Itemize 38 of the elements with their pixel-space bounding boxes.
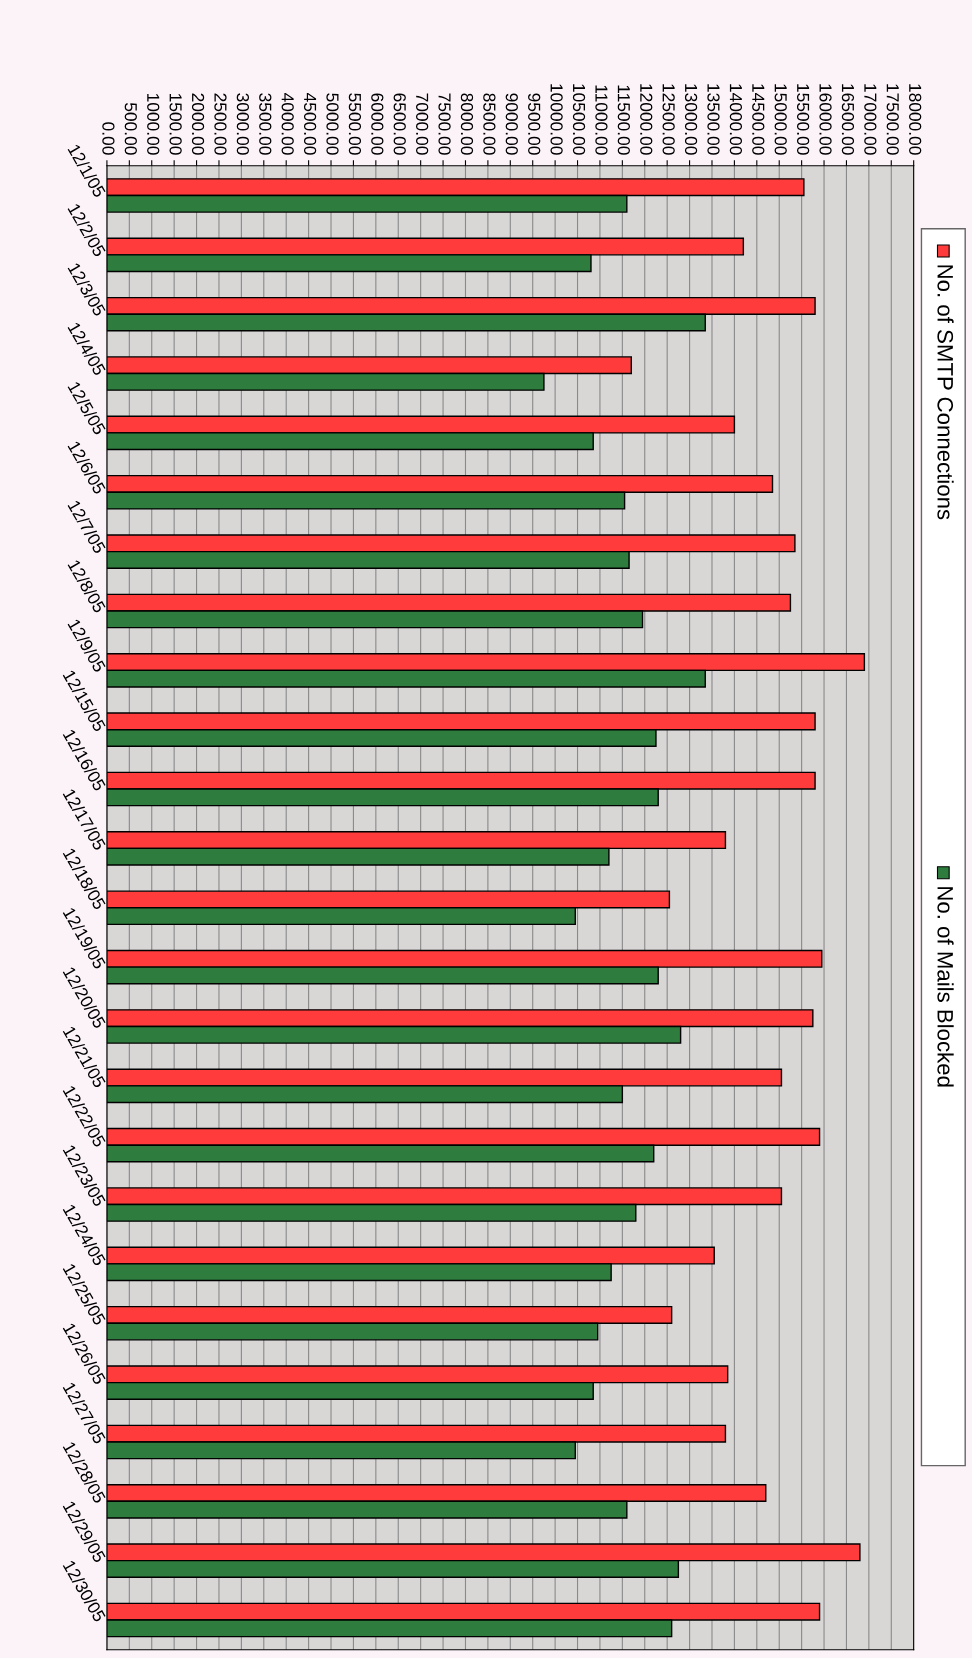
x-tick-label: 3500.00	[259, 93, 272, 155]
x-tick-label: 8000.00	[460, 93, 474, 155]
x-tick-label: 12000.00	[640, 84, 653, 155]
x-tick-label: 17500.00	[886, 84, 899, 155]
x-tick-label: 13000.00	[684, 84, 698, 155]
x-tick-label: 11500.00	[617, 85, 630, 155]
x-tick-label: 15000.00	[774, 84, 787, 155]
x-tick-label: 12500.00	[662, 84, 675, 155]
x-tick-label: 1000.00	[147, 93, 160, 155]
x-tick-label: 9500.00	[528, 93, 541, 155]
x-tick-label: 5000.00	[326, 93, 339, 155]
x-tick-label: 1500.00	[169, 93, 182, 155]
x-tick-label: 8500.00	[483, 93, 496, 155]
x-tick-label: 18000.00	[909, 84, 922, 155]
x-tick-label: 10000.00	[550, 84, 563, 155]
x-tick-label: 10500.00	[572, 84, 586, 155]
x-tick-label: 4500.00	[303, 93, 317, 155]
x-tick-label: 2500.00	[214, 93, 227, 155]
legend-label: No. of Mails Blocked	[937, 887, 954, 1087]
x-tick-label: 3000.00	[236, 93, 250, 155]
x-tick-label: 4000.00	[281, 93, 294, 155]
x-tick-label: 6500.00	[393, 93, 406, 155]
x-tick-label: 13500.00	[707, 84, 720, 155]
x-tick-label: 14500.00	[752, 84, 765, 155]
x-tick-label: 15500.00	[796, 84, 810, 155]
x-tick-label: 6000.00	[371, 93, 384, 155]
legend-label: No. of SMTP Connections	[937, 265, 954, 520]
x-tick-label: 500.00	[124, 102, 137, 155]
x-tick-label: 17000.00	[864, 84, 877, 155]
x-tick-label: 14000.00	[729, 84, 743, 155]
x-tick-label: 9000.00	[505, 93, 518, 155]
x-tick-label: 5500.00	[348, 93, 362, 155]
x-tick-label: 11000.00	[595, 85, 608, 155]
x-tick-label: 2000.00	[191, 93, 205, 155]
x-tick-label: 16000.00	[819, 84, 832, 155]
x-tick-label: 7500.00	[438, 93, 451, 155]
x-tick-label: 16500.00	[841, 84, 855, 155]
x-tick-label: 7000.00	[416, 93, 429, 155]
